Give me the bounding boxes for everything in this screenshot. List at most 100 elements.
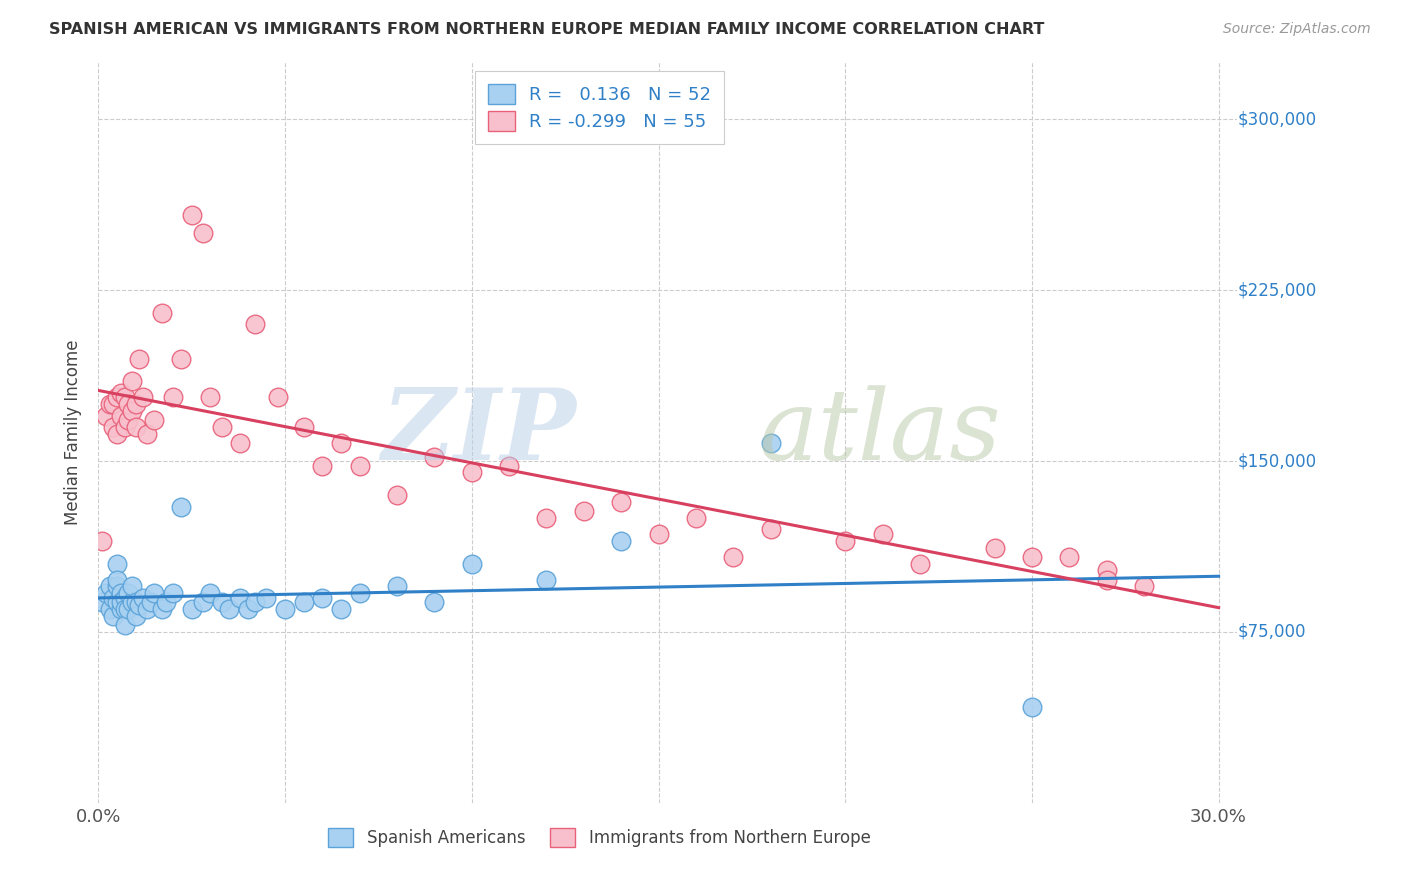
Text: atlas: atlas [759,385,1001,480]
Point [110,602,132,616]
Point [110,385,132,400]
Point [1095,564,1118,578]
Point [245,595,267,609]
Point [114,602,136,616]
Point [121,404,143,418]
Legend: Spanish Americans, Immigrants from Northern Europe: Spanish Americans, Immigrants from North… [322,822,877,854]
Point [349,458,371,473]
Point [98,602,121,616]
Point [114,420,136,434]
Text: $300,000: $300,000 [1237,111,1316,128]
Point [110,409,132,423]
Point [292,420,315,434]
Point [105,579,128,593]
Point [121,595,143,609]
Point [872,527,894,541]
Point [759,523,782,537]
Y-axis label: Median Family Income: Median Family Income [63,340,82,525]
Text: SPANISH AMERICAN VS IMMIGRANTS FROM NORTHERN EUROPE MEDIAN FAMILY INCOME CORRELA: SPANISH AMERICAN VS IMMIGRANTS FROM NORT… [49,22,1045,37]
Point [572,504,595,518]
Point [105,595,128,609]
Point [385,488,408,502]
Point [103,397,125,411]
Point [983,541,1005,555]
Point [349,586,371,600]
Point [229,435,252,450]
Point [256,591,278,605]
Point [180,602,202,616]
Point [143,586,166,600]
Point [191,595,214,609]
Point [461,557,484,571]
Point [125,609,148,624]
Point [110,586,132,600]
Point [498,458,520,473]
Point [169,351,191,366]
Point [132,390,155,404]
Point [1095,573,1118,587]
Point [461,466,484,480]
Point [150,306,173,320]
Point [218,602,240,616]
Point [105,426,128,441]
Point [311,591,333,605]
Point [610,533,633,548]
Point [121,579,143,593]
Point [1021,549,1043,564]
Point [162,390,184,404]
Point [139,595,162,609]
Point [98,579,121,593]
Point [423,595,446,609]
Point [117,397,139,411]
Text: Source: ZipAtlas.com: Source: ZipAtlas.com [1223,22,1371,37]
Point [136,602,159,616]
Point [536,573,558,587]
Point [94,586,117,600]
Point [162,586,184,600]
Point [191,227,214,241]
Point [117,602,139,616]
Point [103,591,125,605]
Point [169,500,191,514]
Point [229,591,252,605]
Point [330,435,353,450]
Text: $75,000: $75,000 [1237,623,1306,641]
Point [759,435,782,450]
Point [200,390,222,404]
Point [132,591,155,605]
Point [98,397,121,411]
Text: ZIP: ZIP [382,384,576,481]
Point [117,413,139,427]
Point [536,511,558,525]
Point [245,318,267,332]
Point [211,420,233,434]
Point [103,420,125,434]
Point [236,602,259,616]
Point [292,595,315,609]
Point [330,602,353,616]
Point [105,557,128,571]
Point [908,557,931,571]
Point [117,586,139,600]
Point [200,586,222,600]
Point [647,527,669,541]
Point [128,598,150,612]
Point [721,549,744,564]
Point [121,375,143,389]
Point [180,208,202,222]
Point [125,420,148,434]
Point [1133,579,1156,593]
Point [143,413,166,427]
Point [94,409,117,423]
Point [610,495,633,509]
Point [834,533,856,548]
Point [1021,700,1043,714]
Point [136,426,159,441]
Point [274,602,297,616]
Point [211,595,233,609]
Point [311,458,333,473]
Point [125,595,148,609]
Text: $225,000: $225,000 [1237,281,1316,299]
Point [385,579,408,593]
Point [128,351,150,366]
